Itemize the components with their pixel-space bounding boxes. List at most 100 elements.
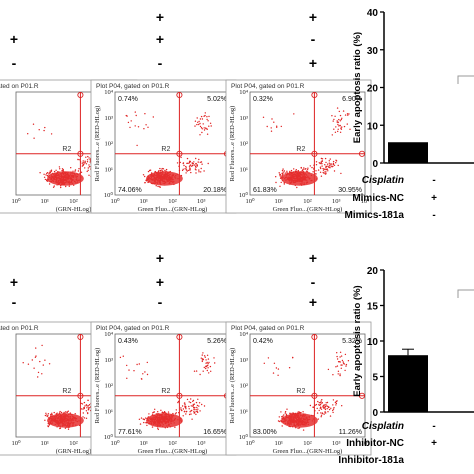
event-dot (332, 404, 334, 406)
event-dot (327, 411, 329, 413)
event-dot (293, 113, 295, 115)
event-dot (340, 172, 342, 175)
bar-chart-1: 0 5 10 15 20 Early apoptosis ratio (%) Cisplat… (338, 266, 474, 466)
event-dot (345, 365, 347, 367)
x-tick-label: 10¹ (140, 440, 149, 447)
event-dot (278, 172, 280, 174)
event-dot (157, 411, 159, 413)
event-dot (144, 175, 146, 178)
event-dot (144, 113, 146, 115)
event-dot (327, 165, 329, 167)
event-dot (178, 165, 180, 167)
event-dot (82, 161, 84, 164)
gate-handle-right (358, 150, 366, 157)
x-tick-label: 10¹ (140, 198, 149, 205)
gate-handle-top (176, 333, 183, 341)
event-dot (341, 117, 343, 120)
event-dot (286, 408, 288, 410)
event-dot (190, 171, 192, 174)
event-dot (323, 404, 325, 406)
x-axis-label: (GRN-HLog) (56, 448, 91, 455)
event-dot (319, 404, 321, 406)
event-dot (87, 155, 89, 158)
event-dot (320, 408, 323, 410)
event-dot (185, 413, 187, 415)
condition-sign: - (432, 421, 435, 432)
top-sign-r2-c2: + (309, 55, 317, 71)
event-dot (196, 117, 198, 119)
event-dot (205, 127, 207, 129)
event-dot (203, 170, 205, 172)
event-dot (186, 162, 189, 164)
event-dot (307, 167, 309, 169)
top-sign-r1-c2: - (311, 31, 316, 47)
event-dot (82, 412, 85, 414)
x-tick-label: 10² (69, 198, 78, 205)
event-dot (339, 356, 341, 358)
event-dot (82, 416, 84, 418)
event-dot (186, 398, 189, 401)
event-dot (185, 165, 187, 168)
event-dot (199, 134, 201, 136)
event-dot (181, 409, 183, 412)
event-dot (344, 353, 347, 356)
event-dot (309, 404, 312, 407)
event-dot (335, 400, 337, 403)
top-sign-r1-c1: + (156, 31, 164, 47)
event-dot (88, 407, 91, 409)
event-dot (283, 183, 285, 185)
event-dot (183, 164, 185, 167)
event-dot (289, 170, 291, 173)
event-dot (317, 418, 319, 420)
event-dot (44, 178, 47, 181)
event-dot (88, 157, 90, 159)
quadrant-ur-value: 5.26% (207, 338, 227, 345)
event-dot (347, 114, 349, 116)
event-dot (270, 130, 273, 132)
event-dot (195, 157, 197, 160)
y-tick-label: 10¹ (105, 166, 114, 173)
event-dot (314, 410, 316, 412)
event-dot (193, 161, 195, 163)
event-dot (210, 370, 212, 372)
event-dot (62, 169, 64, 171)
event-dot (80, 402, 82, 405)
event-dot (201, 128, 203, 130)
event-dot (323, 172, 325, 174)
event-dot (337, 130, 339, 133)
event-dot (197, 121, 199, 124)
event-dot (198, 405, 200, 407)
event-dot (193, 411, 195, 413)
event-dot (59, 168, 61, 170)
event-dot (338, 125, 340, 127)
event-dot (348, 113, 350, 115)
event-dot (188, 405, 190, 408)
event-dot (333, 170, 336, 172)
y-tick-label: 10⁰ (239, 191, 249, 199)
y-tick-label: 10⁴ (104, 89, 114, 96)
event-dot (49, 170, 51, 172)
event-dot (328, 406, 330, 408)
event-dot (193, 370, 196, 372)
condition-sign: + (431, 438, 437, 449)
event-dot (72, 170, 74, 172)
event-dot (330, 163, 333, 165)
event-dot (78, 168, 80, 170)
event-dot (336, 355, 338, 358)
event-dot (51, 412, 53, 414)
gate-handle-center (176, 150, 183, 157)
event-dot (140, 378, 143, 380)
event-dot (86, 405, 88, 407)
event-dot (196, 404, 199, 407)
event-dot (191, 418, 193, 420)
event-dot (162, 168, 165, 170)
event-dot (129, 126, 131, 129)
event-dot (83, 406, 86, 409)
event-dot (320, 157, 323, 160)
event-dot (206, 116, 208, 118)
condition-label: Cisplatin (362, 421, 404, 432)
event-dot (182, 415, 184, 417)
event-dot (175, 412, 177, 414)
event-dot (196, 123, 198, 126)
quadrant-ur-value: 6.90% (342, 96, 362, 103)
